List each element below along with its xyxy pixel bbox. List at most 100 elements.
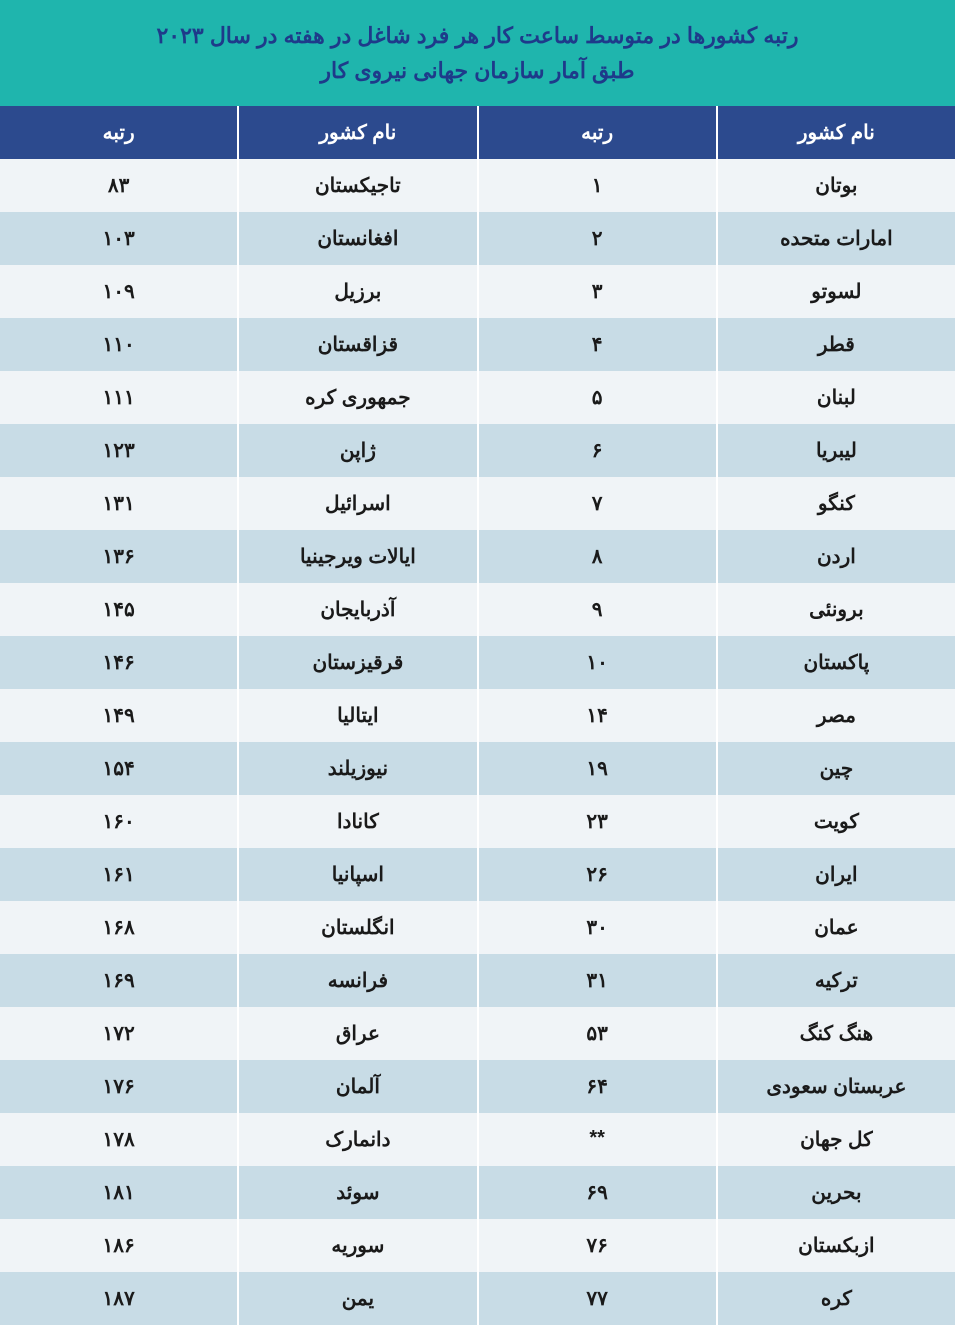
country-name-cell: ایتالیا — [237, 689, 476, 742]
rank-cell: ۸ — [477, 530, 716, 583]
country-name-cell: کانادا — [237, 795, 476, 848]
country-name-cell: دانمارک — [237, 1113, 476, 1166]
rank-cell: ۱۰۳ — [0, 212, 237, 265]
rank-cell: ۴ — [477, 318, 716, 371]
country-name-cell: سوئد — [237, 1166, 476, 1219]
country-name-cell: اسرائیل — [237, 477, 476, 530]
rank-cell: ۷ — [477, 477, 716, 530]
rank-cell: ۱۵۴ — [0, 742, 237, 795]
table-row: ایران۲۶اسپانیا۱۶۱ — [0, 848, 955, 901]
rank-cell: ۱۷۸ — [0, 1113, 237, 1166]
table-row: ازبکستان۷۶سوریه۱۸۶ — [0, 1219, 955, 1272]
rank-cell: ۱۰۹ — [0, 265, 237, 318]
country-name-cell: تاجیکستان — [237, 159, 476, 212]
header-rank-2: رتبه — [0, 106, 237, 159]
header-country-2: نام کشور — [237, 106, 476, 159]
table-row: پاکستان۱۰قرقیزستان۱۴۶ — [0, 636, 955, 689]
table-row: لیبریا۶ژاپن۱۲۳ — [0, 424, 955, 477]
table-row: چین۱۹نیوزیلند۱۵۴ — [0, 742, 955, 795]
rank-cell: ۳۰ — [477, 901, 716, 954]
rank-cell: ۳۱ — [477, 954, 716, 1007]
table-row: لسوتو۳برزیل۱۰۹ — [0, 265, 955, 318]
country-name-cell: ازبکستان — [716, 1219, 955, 1272]
table-row: امارات متحده۲افغانستان۱۰۳ — [0, 212, 955, 265]
rank-cell: ۶۴ — [477, 1060, 716, 1113]
table-row: اردن۸ایالات ویرجینیا۱۳۶ — [0, 530, 955, 583]
rank-cell: ۱۷۶ — [0, 1060, 237, 1113]
rank-cell: ۱۱۱ — [0, 371, 237, 424]
table-row: عربستان سعودی۶۴آلمان۱۷۶ — [0, 1060, 955, 1113]
rank-cell: ۱ — [477, 159, 716, 212]
country-name-cell: اسپانیا — [237, 848, 476, 901]
country-name-cell: ترکیه — [716, 954, 955, 1007]
table-row: قطر۴قزاقستان۱۱۰ — [0, 318, 955, 371]
country-name-cell: امارات متحده — [716, 212, 955, 265]
rank-cell: ۶۹ — [477, 1166, 716, 1219]
rank-cell: ۱۶۰ — [0, 795, 237, 848]
country-name-cell: چین — [716, 742, 955, 795]
country-name-cell: قرقیزستان — [237, 636, 476, 689]
country-name-cell: پاکستان — [716, 636, 955, 689]
rank-cell: ۱۴۵ — [0, 583, 237, 636]
table-row: برونئی۹آذربایجان۱۴۵ — [0, 583, 955, 636]
table-header-row: نام کشور رتبه نام کشور رتبه — [0, 106, 955, 159]
country-name-cell: بوتان — [716, 159, 955, 212]
country-name-cell: یمن — [237, 1272, 476, 1325]
country-name-cell: لیبریا — [716, 424, 955, 477]
country-name-cell: هنگ کنگ — [716, 1007, 955, 1060]
rank-cell: ۱۸۶ — [0, 1219, 237, 1272]
title-line-2: طبق آمار سازمان جهانی نیروی کار — [10, 53, 945, 88]
table-row: کل جهان**دانمارک۱۷۸ — [0, 1113, 955, 1166]
rank-cell: ۱۹ — [477, 742, 716, 795]
rank-cell: ۱۴۶ — [0, 636, 237, 689]
country-name-cell: کویت — [716, 795, 955, 848]
rank-cell: ۸۳ — [0, 159, 237, 212]
rank-cell: ** — [477, 1113, 716, 1166]
rank-cell: ۶ — [477, 424, 716, 477]
country-name-cell: آذربایجان — [237, 583, 476, 636]
country-name-cell: افغانستان — [237, 212, 476, 265]
country-name-cell: برونئی — [716, 583, 955, 636]
rank-cell: ۱۸۷ — [0, 1272, 237, 1325]
rank-cell: ۱۶۸ — [0, 901, 237, 954]
country-name-cell: عمان — [716, 901, 955, 954]
country-name-cell: فرانسه — [237, 954, 476, 1007]
country-name-cell: ژاپن — [237, 424, 476, 477]
rank-cell: ۷۷ — [477, 1272, 716, 1325]
rank-cell: ۱۶۱ — [0, 848, 237, 901]
table-row: بوتان۱تاجیکستان۸۳ — [0, 159, 955, 212]
rank-cell: ۱۱۰ — [0, 318, 237, 371]
table-row: کره۷۷یمن۱۸۷ — [0, 1272, 955, 1325]
country-name-cell: جمهوری کره — [237, 371, 476, 424]
table-row: مصر۱۴ایتالیا۱۴۹ — [0, 689, 955, 742]
country-name-cell: قطر — [716, 318, 955, 371]
header-rank-1: رتبه — [477, 106, 716, 159]
country-name-cell: لبنان — [716, 371, 955, 424]
country-name-cell: قزاقستان — [237, 318, 476, 371]
rank-cell: ۱۲۳ — [0, 424, 237, 477]
country-name-cell: کنگو — [716, 477, 955, 530]
table-body: بوتان۱تاجیکستان۸۳امارات متحده۲افغانستان۱… — [0, 159, 955, 1325]
country-name-cell: بحرین — [716, 1166, 955, 1219]
rank-cell: ۱۷۲ — [0, 1007, 237, 1060]
country-name-cell: کل جهان — [716, 1113, 955, 1166]
table-title: رتبه کشورها در متوسط ساعت کار هر فرد شاغ… — [0, 0, 955, 106]
table-row: لبنان۵جمهوری کره۱۱۱ — [0, 371, 955, 424]
ranking-table: رتبه کشورها در متوسط ساعت کار هر فرد شاغ… — [0, 0, 955, 1325]
rank-cell: ۲۶ — [477, 848, 716, 901]
rank-cell: ۱۴ — [477, 689, 716, 742]
country-name-cell: اردن — [716, 530, 955, 583]
country-name-cell: کره — [716, 1272, 955, 1325]
country-name-cell: نیوزیلند — [237, 742, 476, 795]
rank-cell: ۱۰ — [477, 636, 716, 689]
country-name-cell: برزیل — [237, 265, 476, 318]
country-name-cell: سوریه — [237, 1219, 476, 1272]
rank-cell: ۱۳۱ — [0, 477, 237, 530]
rank-cell: ۱۴۹ — [0, 689, 237, 742]
rank-cell: ۵۳ — [477, 1007, 716, 1060]
rank-cell: ۵ — [477, 371, 716, 424]
header-country-1: نام کشور — [716, 106, 955, 159]
country-name-cell: عراق — [237, 1007, 476, 1060]
rank-cell: ۱۳۶ — [0, 530, 237, 583]
rank-cell: ۷۶ — [477, 1219, 716, 1272]
